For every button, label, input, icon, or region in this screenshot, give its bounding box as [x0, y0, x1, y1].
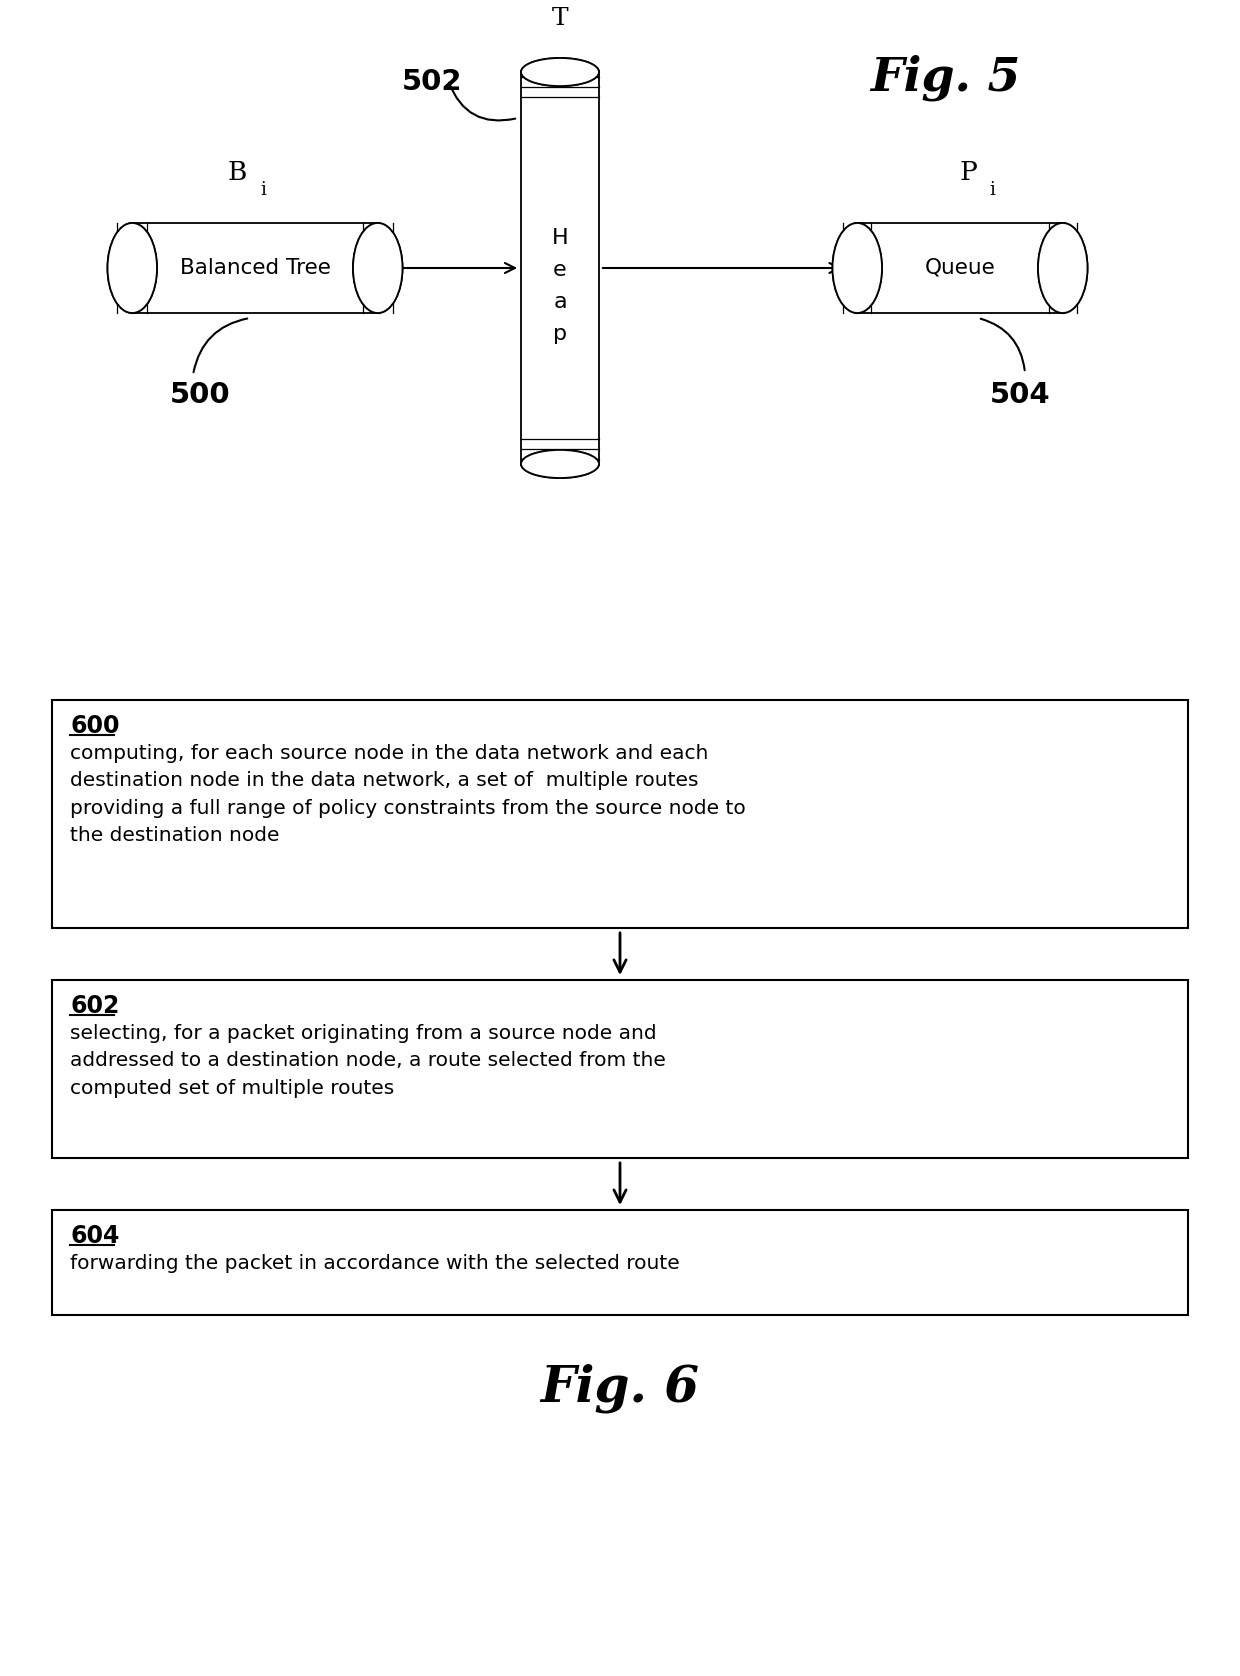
- Bar: [521, 72, 599, 464]
- Text: computing, for each source node in the data network and each
destination node in: computing, for each source node in the d…: [69, 744, 745, 845]
- Bar: [133, 223, 378, 313]
- Text: T: T: [552, 7, 568, 30]
- Text: forwarding the packet in accordance with the selected route: forwarding the packet in accordance with…: [69, 1254, 680, 1274]
- Text: i: i: [990, 181, 994, 199]
- Text: Queue: Queue: [925, 258, 996, 278]
- Ellipse shape: [353, 223, 403, 313]
- Text: Balanced Tree: Balanced Tree: [180, 258, 330, 278]
- Text: H: H: [552, 228, 568, 248]
- Ellipse shape: [108, 223, 157, 313]
- Ellipse shape: [1038, 223, 1087, 313]
- Ellipse shape: [832, 223, 882, 313]
- Text: P: P: [959, 159, 977, 184]
- Ellipse shape: [832, 223, 882, 313]
- Text: 502: 502: [402, 69, 463, 96]
- Ellipse shape: [108, 223, 157, 313]
- Ellipse shape: [353, 223, 403, 313]
- Text: B: B: [227, 159, 247, 184]
- Ellipse shape: [521, 449, 599, 478]
- Bar: [52, 1210, 1188, 1316]
- Text: 604: 604: [69, 1223, 119, 1249]
- Text: i: i: [260, 181, 265, 199]
- Text: 600: 600: [69, 714, 119, 737]
- Text: e: e: [553, 260, 567, 280]
- Text: Fig. 5: Fig. 5: [870, 55, 1021, 102]
- Ellipse shape: [521, 59, 599, 85]
- Bar: [52, 701, 1188, 929]
- Ellipse shape: [521, 449, 599, 478]
- Text: Fig. 6: Fig. 6: [541, 1363, 699, 1413]
- Text: a: a: [553, 292, 567, 312]
- Bar: [52, 980, 1188, 1158]
- Ellipse shape: [1038, 223, 1087, 313]
- Text: p: p: [553, 323, 567, 344]
- Text: 602: 602: [69, 994, 119, 1017]
- Text: 504: 504: [990, 380, 1050, 409]
- Text: selecting, for a packet originating from a source node and
addressed to a destin: selecting, for a packet originating from…: [69, 1024, 666, 1098]
- Ellipse shape: [521, 59, 599, 85]
- Text: 500: 500: [170, 380, 231, 409]
- Bar: [857, 223, 1063, 313]
